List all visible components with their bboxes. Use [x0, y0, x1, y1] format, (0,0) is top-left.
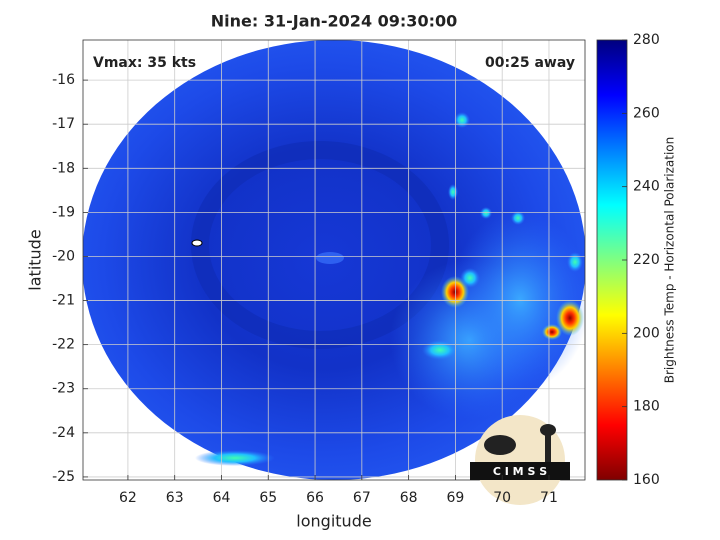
y-tick-label: -16 [52, 72, 75, 88]
colorbar-tick-label: 260 [633, 105, 660, 121]
x-tick-label: 66 [306, 490, 324, 506]
x-tick-label: 67 [353, 490, 371, 506]
grid [83, 40, 585, 480]
y-tick-label: -20 [52, 248, 75, 264]
colorbar-tick-label: 160 [633, 472, 660, 488]
x-axis-label: longitude [296, 512, 371, 531]
x-tick-label: 62 [119, 490, 137, 506]
logo: C I M S S [470, 415, 570, 505]
y-tick-label: -25 [52, 469, 75, 485]
x-tick-label: 68 [400, 490, 418, 506]
x-tick-label: 63 [166, 490, 184, 506]
y-axis-label: latitude [26, 229, 45, 290]
colorbar-tick-label: 280 [633, 32, 660, 48]
logo-text: C I M S S [493, 465, 547, 478]
y-tick-label: -17 [52, 116, 75, 132]
x-tick-label: 71 [540, 490, 558, 506]
x-tick-label: 64 [213, 490, 231, 506]
y-tick-label: -18 [52, 160, 75, 176]
x-tick-label: 65 [259, 490, 277, 506]
x-tick-label: 69 [446, 490, 464, 506]
y-tick-label: -22 [52, 337, 75, 353]
colorbar-tick-label: 240 [633, 179, 660, 195]
y-tick-label: -19 [52, 204, 75, 220]
colorbar-tick-label: 220 [633, 252, 660, 268]
x-tick-label: 70 [493, 490, 511, 506]
chart-title: Nine: 31-Jan-2024 09:30:00 [211, 12, 457, 31]
y-tick-label: -21 [52, 293, 75, 309]
colorbar-tick-label: 200 [633, 325, 660, 341]
colorbar-label: Brightness Temp - Horizontal Polarizatio… [663, 137, 677, 384]
y-tick-label: -24 [52, 425, 75, 441]
satellite-image [83, 40, 585, 480]
annotation: 00:25 away [485, 55, 575, 71]
y-tick-label: -23 [52, 381, 75, 397]
annotation: Vmax: 35 kts [93, 55, 196, 71]
plot-frame [82, 39, 586, 481]
colorbar-tick-label: 180 [633, 399, 660, 415]
